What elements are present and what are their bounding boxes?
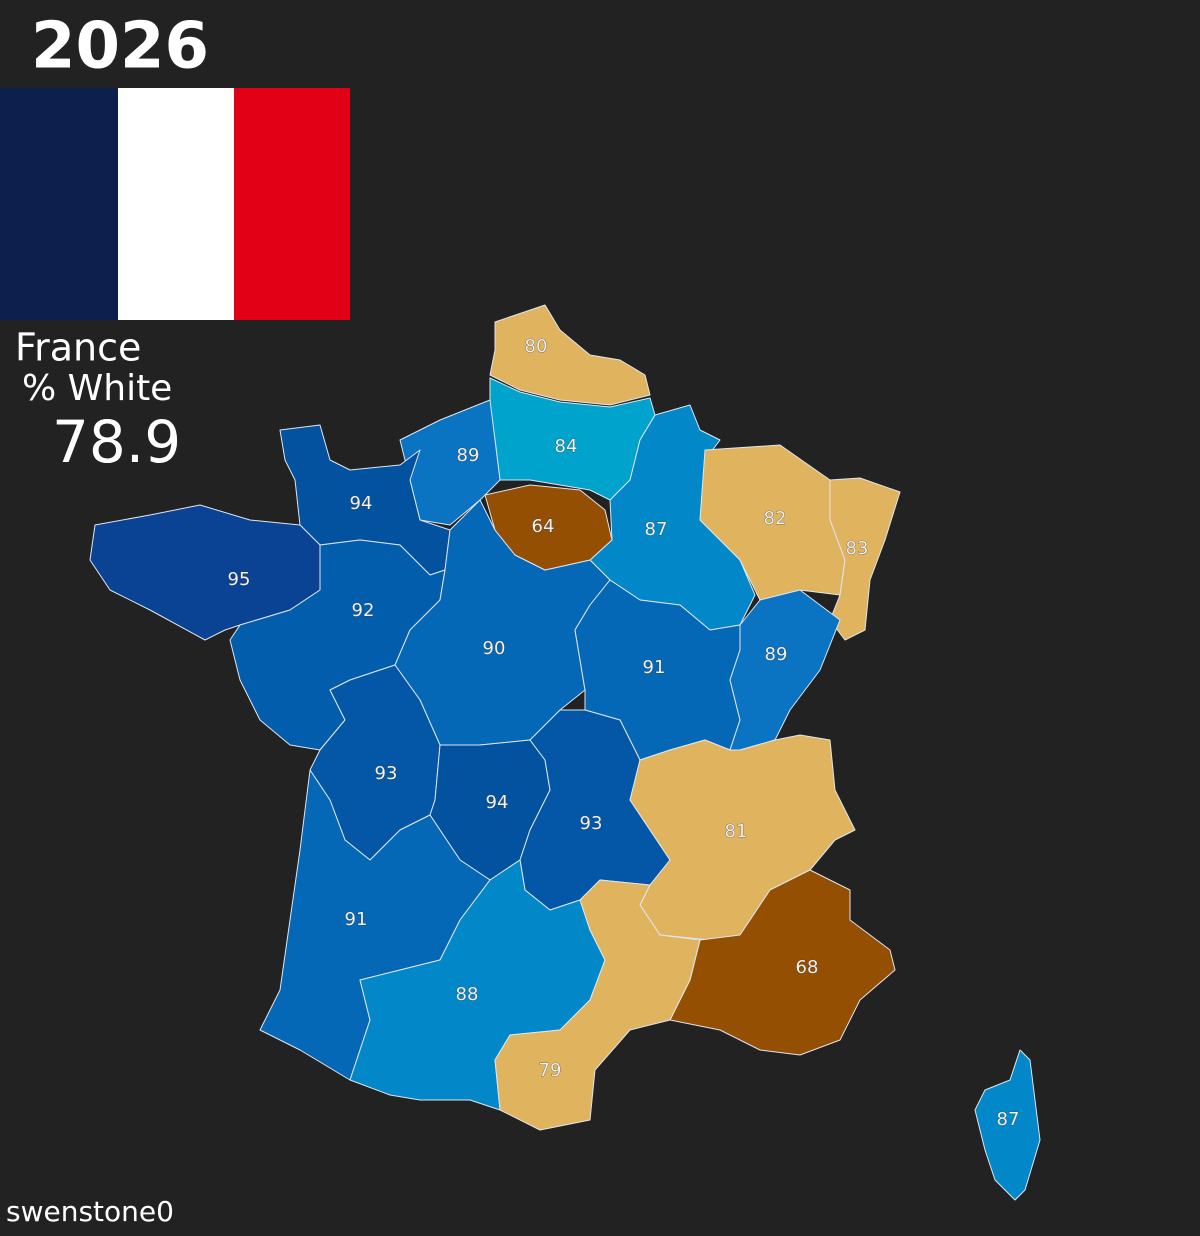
region-label: 88 (456, 984, 479, 1005)
region-label: 68 (796, 957, 819, 978)
region-label: 82 (764, 508, 787, 529)
national-value: 78.9 (52, 408, 181, 476)
region-label: 94 (486, 792, 509, 813)
year: 2026 (31, 10, 209, 84)
region-labels: 80 84 89 64 87 82 83 94 95 92 90 91 89 9… (227, 336, 1020, 1131)
region (494, 879, 701, 1131)
region-label: 93 (580, 813, 603, 834)
region-label: 94 (350, 493, 373, 514)
region-label: 87 (997, 1109, 1020, 1130)
region-label: 89 (457, 445, 480, 466)
regions (89, 304, 1041, 1201)
region (974, 1049, 1041, 1201)
metric: % White (22, 368, 172, 409)
region-label: 80 (525, 336, 548, 357)
credit: swenstone0 (6, 1195, 174, 1228)
country: France (15, 326, 141, 370)
flag-white (118, 88, 234, 320)
region-label: 92 (352, 600, 375, 621)
region-label: 91 (345, 909, 368, 930)
flag (0, 88, 350, 320)
region (484, 484, 613, 571)
region-label: 64 (532, 516, 555, 537)
region-label: 79 (539, 1060, 562, 1081)
flag-blue (0, 88, 118, 320)
region (489, 304, 651, 406)
region-label: 93 (375, 763, 398, 784)
region-label: 95 (228, 569, 251, 590)
region-label: 89 (765, 644, 788, 665)
region (829, 477, 901, 641)
flag-red (234, 88, 350, 320)
region-label: 81 (725, 821, 748, 842)
region-label: 90 (483, 638, 506, 659)
region-label: 91 (643, 657, 666, 678)
region-label: 84 (555, 436, 578, 457)
region-label: 87 (645, 519, 668, 540)
region-label: 83 (846, 538, 869, 559)
